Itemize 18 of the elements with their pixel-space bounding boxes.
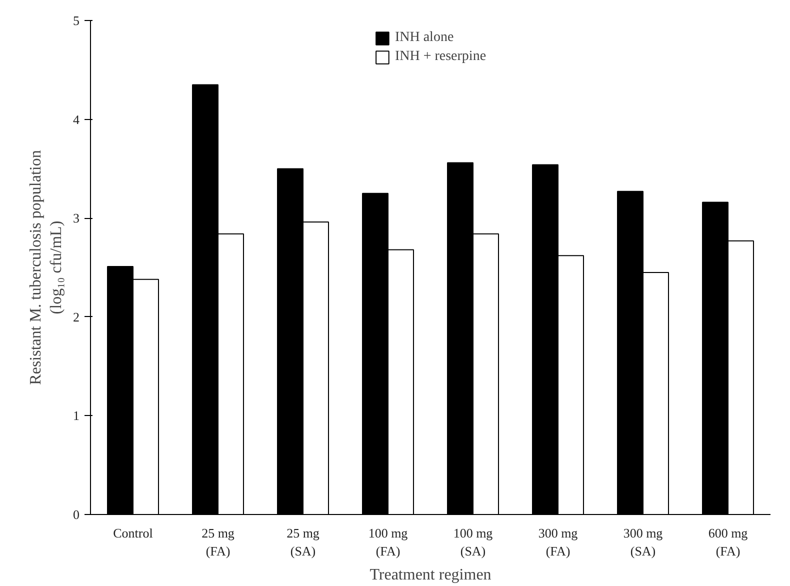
x-tick-label: 25 mg (FA) xyxy=(202,526,235,558)
x-tick-label: 300 mg (SA) xyxy=(623,526,664,558)
legend-label: INH + reserpine xyxy=(394,49,486,65)
x-tick-label: 100 mg (SA) xyxy=(453,526,494,558)
x-tick-label: 25 mg (SA) xyxy=(286,526,320,558)
x-tick-label: 100 mg (FA) xyxy=(368,526,408,558)
y-tick-label: 3 xyxy=(73,210,80,226)
x-tick-label: 300 mg (FA) xyxy=(538,526,578,558)
y-tick-label: 2 xyxy=(73,309,80,324)
y-tick-label: 0 xyxy=(73,507,80,522)
y-tick-label: 5 xyxy=(73,13,80,28)
legend-label: INH alone xyxy=(394,30,454,46)
x-tick-label: Control xyxy=(113,526,154,540)
y-tick-label: 4 xyxy=(73,112,80,127)
x-axis-title: Treatment regimen xyxy=(370,566,492,584)
y-tick-label: 1 xyxy=(73,408,80,424)
x-tick-label: 600 mg (FA) xyxy=(708,526,748,558)
y-axis-title: Resistant M. tuberculosis population (log₁₀ cfu/mL) xyxy=(28,150,65,385)
